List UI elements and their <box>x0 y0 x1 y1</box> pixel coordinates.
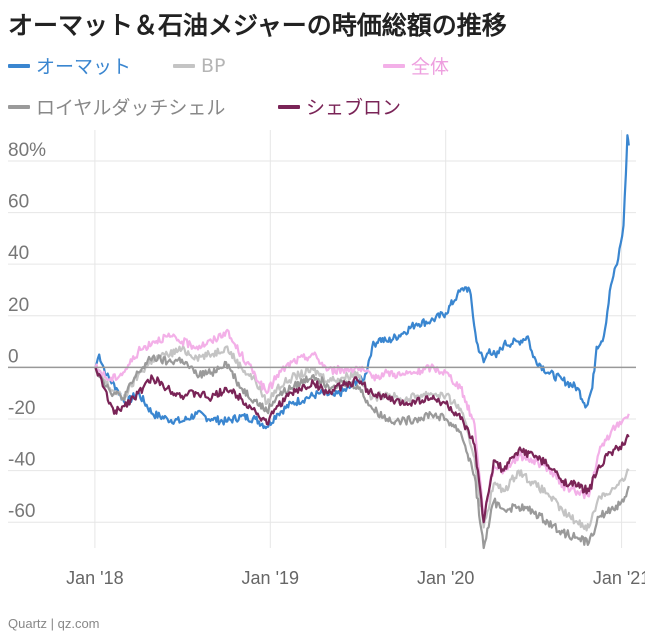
legend-item-chevron: シェブロン <box>278 93 401 120</box>
y-tick-label: 60 <box>8 192 29 213</box>
x-tick-label: Jan '21 <box>593 568 645 588</box>
legend-swatch-bp <box>173 63 195 68</box>
legend-item-bp: BP <box>173 55 383 77</box>
y-tick-label: -20 <box>8 398 35 419</box>
legend-label-total: 全体 <box>411 56 450 78</box>
legend-swatch-ormat <box>8 63 30 68</box>
y-tick-label: 0 <box>8 346 19 367</box>
legend-label-shell: ロイヤルダッチシェル <box>36 97 226 119</box>
series-line-shell <box>94 354 630 550</box>
series-line-chevron <box>94 367 630 524</box>
legend-item-ormat: オーマット <box>8 52 173 79</box>
chart-title: オーマット＆石油メジャーの時価総額の推移 <box>8 11 507 40</box>
y-tick-label: -40 <box>8 450 35 471</box>
legend-row-1: オーマット BP 全体 <box>8 52 449 79</box>
legend-item-total: 全体 <box>383 52 449 79</box>
legend-label-ormat: オーマット <box>36 56 132 78</box>
legend-label-bp: BP <box>201 54 226 77</box>
legend-row-2: ロイヤルダッチシェル シェブロン <box>8 93 401 120</box>
series-line-total <box>94 328 630 519</box>
y-tick-label: 20 <box>8 295 29 316</box>
x-tick-label: Jan '19 <box>242 568 299 588</box>
legend-label-chevron: シェブロン <box>306 97 402 119</box>
legend-swatch-total <box>383 63 405 68</box>
y-tick-label: 80% <box>8 140 46 161</box>
series-line-ormat <box>94 134 630 430</box>
source-credit: Quartz | qz.com <box>8 616 100 631</box>
y-tick-label: -60 <box>8 501 35 522</box>
legend-item-shell: ロイヤルダッチシェル <box>8 93 278 120</box>
x-tick-label: Jan '18 <box>66 568 123 588</box>
y-tick-label: 40 <box>8 243 29 264</box>
x-tick-label: Jan '20 <box>417 568 474 588</box>
legend-swatch-chevron <box>278 104 300 109</box>
legend-swatch-shell <box>8 104 30 109</box>
